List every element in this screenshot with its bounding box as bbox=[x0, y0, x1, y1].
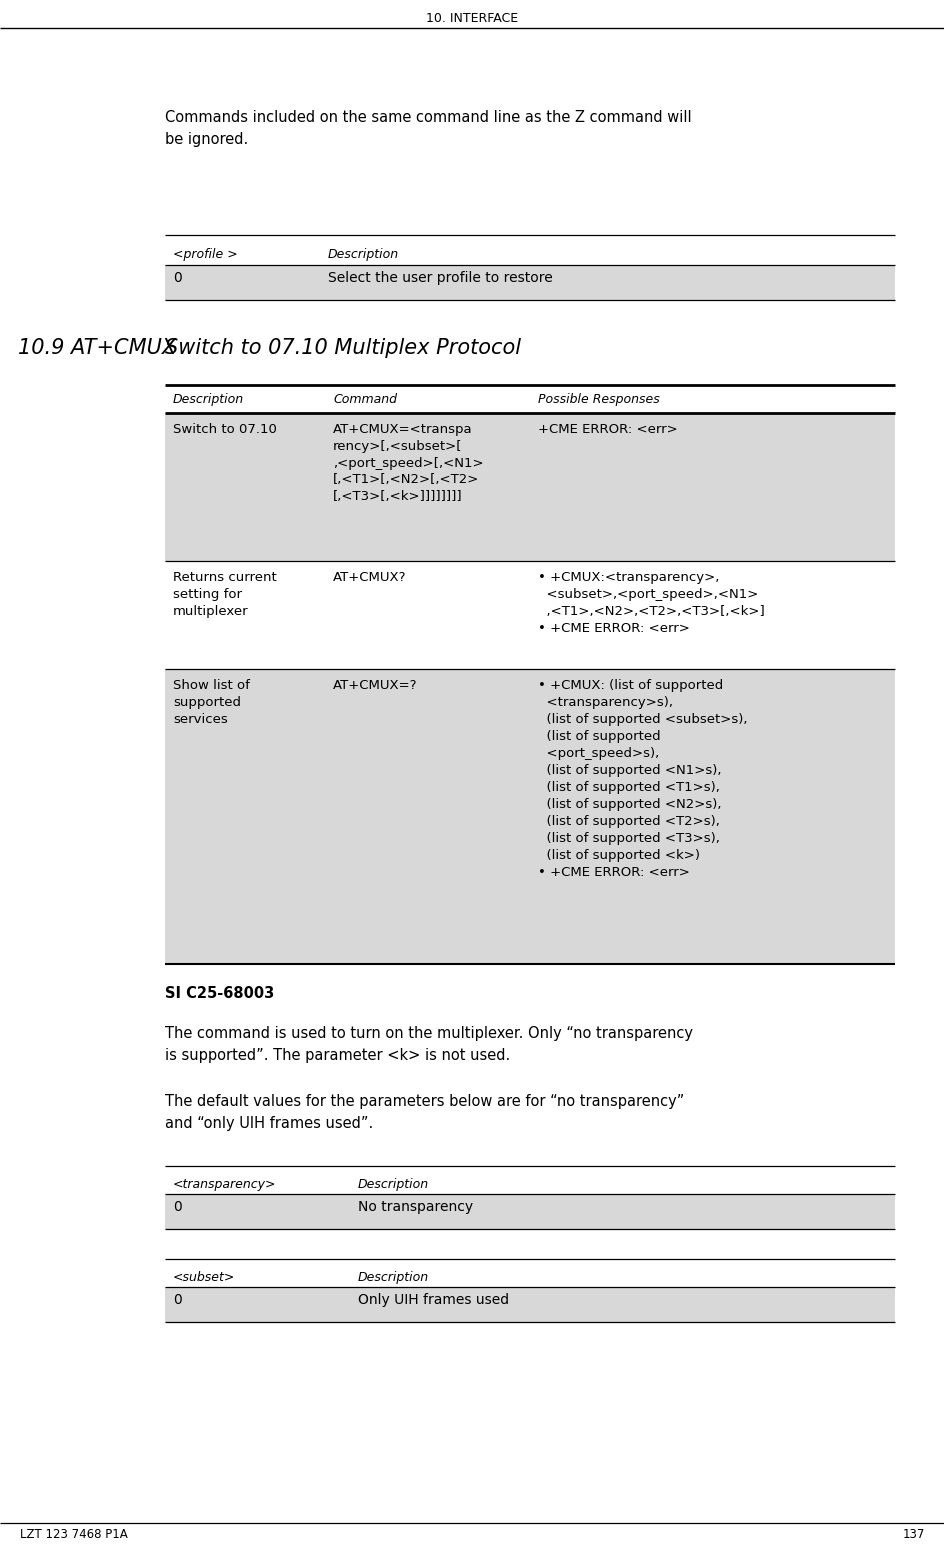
Text: • +CMUX:<transparency>,
  <subset>,<port_speed>,<N1>
  ,<T1>,<N2>,<T2>,<T3>[,<k>: • +CMUX:<transparency>, <subset>,<port_s… bbox=[537, 570, 764, 635]
Text: AT+CMUX?: AT+CMUX? bbox=[332, 570, 406, 585]
Text: Commands included on the same command line as the Z command will
be ignored.: Commands included on the same command li… bbox=[165, 109, 691, 147]
Bar bbox=[165, 266, 894, 300]
Text: 137: 137 bbox=[902, 1529, 924, 1541]
Text: LZT 123 7468 P1A: LZT 123 7468 P1A bbox=[20, 1529, 127, 1541]
Text: Only UIH frames used: Only UIH frames used bbox=[358, 1293, 509, 1307]
Text: Possible Responses: Possible Responses bbox=[537, 392, 659, 406]
Text: AT+CMUX=<transpa
rency>[,<subset>[
,<port_speed>[,<N1>
[,<T1>[,<N2>[,<T2>
[,<T3>: AT+CMUX=<transpa rency>[,<subset>[ ,<por… bbox=[332, 424, 483, 503]
Text: Command: Command bbox=[332, 392, 396, 406]
Text: Description: Description bbox=[358, 1271, 429, 1283]
Bar bbox=[165, 669, 894, 964]
Text: 10.9 AT+CMUX: 10.9 AT+CMUX bbox=[18, 338, 176, 358]
Text: <profile >: <profile > bbox=[173, 249, 238, 261]
Bar bbox=[165, 1286, 894, 1322]
Bar bbox=[165, 1194, 894, 1229]
Text: Select the user profile to restore: Select the user profile to restore bbox=[328, 270, 552, 284]
Text: The default values for the parameters below are for “no transparency”
and “only : The default values for the parameters be… bbox=[165, 1094, 683, 1130]
Text: Switch to 07.10: Switch to 07.10 bbox=[173, 424, 277, 436]
Text: Description: Description bbox=[173, 392, 244, 406]
Text: Description: Description bbox=[358, 1179, 429, 1191]
Text: 0: 0 bbox=[173, 1200, 181, 1214]
Text: 0: 0 bbox=[173, 1293, 181, 1307]
Text: Switch to 07.10 Multiplex Protocol: Switch to 07.10 Multiplex Protocol bbox=[165, 338, 520, 358]
Text: <subset>: <subset> bbox=[173, 1271, 235, 1283]
Bar bbox=[165, 413, 894, 561]
Text: AT+CMUX=?: AT+CMUX=? bbox=[332, 678, 417, 692]
Text: Show list of
supported
services: Show list of supported services bbox=[173, 678, 249, 725]
Text: The command is used to turn on the multiplexer. Only “no transparency
is support: The command is used to turn on the multi… bbox=[165, 1025, 692, 1063]
Text: No transparency: No transparency bbox=[358, 1200, 473, 1214]
Text: <transparency>: <transparency> bbox=[173, 1179, 277, 1191]
Text: +CME ERROR: <err>: +CME ERROR: <err> bbox=[537, 424, 677, 436]
Text: 0: 0 bbox=[173, 270, 181, 284]
Text: • +CMUX: (list of supported
  <transparency>s),
  (list of supported <subset>s),: • +CMUX: (list of supported <transparenc… bbox=[537, 678, 747, 878]
Text: SI C25-68003: SI C25-68003 bbox=[165, 986, 274, 1000]
Text: Description: Description bbox=[328, 249, 398, 261]
Text: Returns current
setting for
multiplexer: Returns current setting for multiplexer bbox=[173, 570, 277, 617]
Text: 10. INTERFACE: 10. INTERFACE bbox=[426, 11, 518, 25]
